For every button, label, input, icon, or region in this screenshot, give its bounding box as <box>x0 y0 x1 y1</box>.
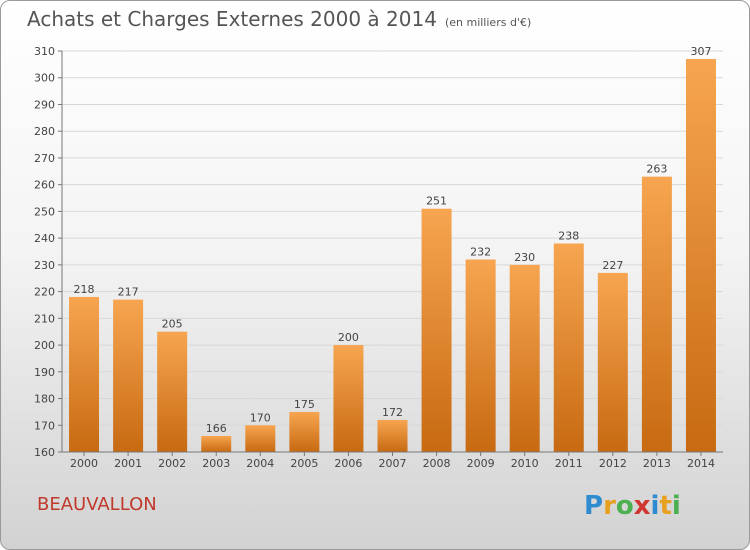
x-tick-label: 2009 <box>467 457 495 470</box>
y-tick-label: 190 <box>34 366 55 379</box>
x-tick-label: 2004 <box>246 457 274 470</box>
bar <box>333 345 364 452</box>
bar-value-label: 263 <box>646 163 667 176</box>
bar <box>201 435 232 452</box>
x-tick-label: 2007 <box>379 457 407 470</box>
bar <box>553 243 584 452</box>
bar-value-label: 200 <box>338 331 359 344</box>
bar <box>113 299 144 452</box>
y-tick-label: 250 <box>34 205 55 218</box>
bar <box>157 331 188 452</box>
bar <box>465 259 496 452</box>
x-tick-label: 2005 <box>290 457 318 470</box>
x-tick-label: 2003 <box>202 457 230 470</box>
bar-value-label: 227 <box>602 259 623 272</box>
y-tick-label: 210 <box>34 312 55 325</box>
chart-title-text: Achats et Charges Externes 2000 à 2014 <box>27 7 437 31</box>
x-tick-label: 2002 <box>158 457 186 470</box>
bar <box>69 296 100 452</box>
y-axis: 160 170 180 190 200 210 220 230 240 250 260 270 280 2… <box>34 45 63 459</box>
bars: 218 217 205 166 170 175 200 172 251 232 230 238 227 2… <box>69 45 716 453</box>
x-tick-label: 2012 <box>599 457 627 470</box>
x-tick-label: 2008 <box>423 457 451 470</box>
y-tick-label: 280 <box>34 125 55 138</box>
bar <box>509 264 540 452</box>
y-tick-label: 160 <box>34 446 55 459</box>
bar-value-label: 230 <box>514 251 535 264</box>
y-tick-label: 180 <box>34 393 55 406</box>
y-tick-label: 290 <box>34 98 55 111</box>
y-tick-label: 170 <box>34 419 55 432</box>
bar-value-label: 205 <box>162 318 183 331</box>
bar-value-label: 251 <box>426 195 447 208</box>
chart-title: Achats et Charges Externes 2000 à 2014 (e… <box>27 7 531 31</box>
bar-value-label: 232 <box>470 246 491 259</box>
y-tick-label: 310 <box>34 45 55 58</box>
bar-value-label: 175 <box>294 398 315 411</box>
chart-unit: (en milliers d'€) <box>444 16 532 29</box>
x-tick-label: 2013 <box>643 457 671 470</box>
bar <box>377 419 408 452</box>
x-tick-label: 2000 <box>70 457 98 470</box>
y-tick-label: 230 <box>34 259 55 272</box>
y-tick-label: 220 <box>34 286 55 299</box>
x-tick-label: 2001 <box>114 457 142 470</box>
y-tick-label: 260 <box>34 179 55 192</box>
bar-value-label: 172 <box>382 406 403 419</box>
bar-value-label: 166 <box>206 422 227 435</box>
bar <box>421 208 452 452</box>
bar <box>641 176 672 452</box>
y-tick-label: 240 <box>34 232 55 245</box>
bar <box>685 59 716 453</box>
x-tick-label: 2010 <box>511 457 539 470</box>
bar-value-label: 170 <box>250 411 271 424</box>
bar-value-label: 217 <box>118 286 139 299</box>
y-tick-label: 300 <box>34 72 55 85</box>
proxiti-logo: Proxiti <box>584 491 681 521</box>
bar <box>597 272 628 452</box>
bar-value-label: 218 <box>74 283 95 296</box>
x-tick-label: 2006 <box>334 457 362 470</box>
x-axis: 2000 2001 2002 2003 2004 2005 2006 2007 2008 2009… <box>62 451 723 470</box>
bar <box>289 411 320 452</box>
place-name: BEAUVALLON <box>37 494 157 515</box>
y-tick-label: 200 <box>34 339 55 352</box>
bar <box>245 425 276 452</box>
x-tick-label: 2014 <box>687 457 715 470</box>
x-tick-label: 2011 <box>555 457 583 470</box>
y-tick-label: 270 <box>34 152 55 165</box>
bar-value-label: 307 <box>690 45 711 58</box>
bar-value-label: 238 <box>558 229 579 242</box>
